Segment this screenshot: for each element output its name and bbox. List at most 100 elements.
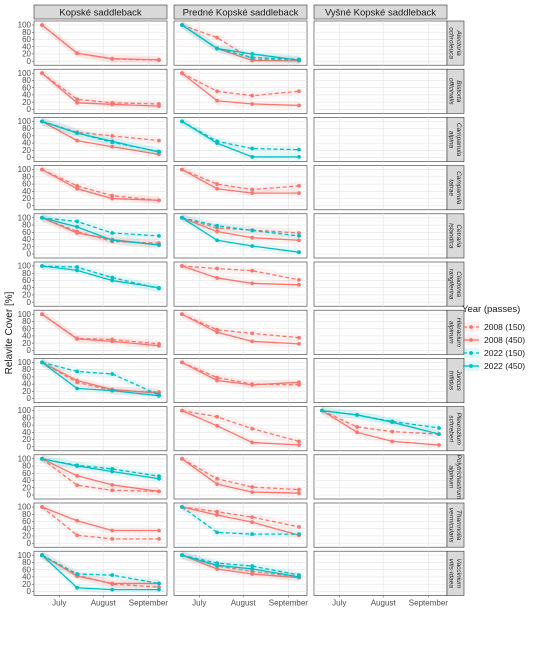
data-point <box>297 443 301 447</box>
data-point <box>250 572 255 576</box>
row-strip-label: Cladoniarangiferina <box>448 269 463 300</box>
y-tick-label: 100 <box>18 358 32 367</box>
data-point <box>215 223 220 228</box>
data-point <box>110 573 115 578</box>
data-point <box>320 408 324 413</box>
legend-key-point <box>469 338 473 342</box>
data-point <box>110 339 115 344</box>
data-point <box>250 235 255 240</box>
row-strip-label-part: officinalis <box>448 78 455 105</box>
series-2008-450 <box>40 454 161 496</box>
y-tick-label: 100 <box>18 21 32 30</box>
data-point <box>40 23 44 27</box>
series-line <box>321 410 440 446</box>
series-ribbon <box>182 213 299 245</box>
y-tick-label: 40 <box>22 139 31 148</box>
y-tick-label: 20 <box>22 291 31 300</box>
y-tick-label: 100 <box>18 262 32 271</box>
data-point <box>40 167 44 172</box>
data-point <box>40 505 44 509</box>
series-line <box>41 361 160 394</box>
y-axis-title: Relavite Cover [%] <box>4 291 15 374</box>
x-tick-label: September <box>409 598 448 607</box>
row-strip <box>446 165 465 211</box>
data-point <box>297 231 301 235</box>
data-point <box>437 432 441 437</box>
row-strip-label-part: ochroleuca <box>448 27 455 59</box>
series-ribbon <box>182 21 299 65</box>
y-tick-label: 40 <box>22 332 31 341</box>
series-ribbon <box>42 454 159 483</box>
data-point <box>215 375 220 380</box>
row-strip-label: Thamnoliavermicularis <box>448 508 463 543</box>
series-2008-450 <box>40 69 161 111</box>
row-strip-label-part: rangiferina <box>448 269 455 300</box>
data-point <box>437 443 441 447</box>
series-line <box>181 217 300 253</box>
y-tick-label: 0 <box>27 394 32 403</box>
data-point <box>215 182 220 186</box>
data-point <box>215 89 220 94</box>
data-point <box>110 56 115 61</box>
x-tick-label: July <box>52 598 66 607</box>
series-ribbon <box>182 358 299 389</box>
data-point <box>180 264 184 268</box>
column-strip-label: Predné Kopské saddleback <box>183 8 299 19</box>
data-point <box>437 426 441 430</box>
series-line <box>181 168 300 191</box>
data-point <box>40 71 44 76</box>
y-tick-label: 40 <box>22 283 31 292</box>
data-point <box>297 191 301 196</box>
row-strip-label-part: alpina <box>448 131 455 149</box>
row-strip-label-part: Thamnolia <box>455 510 462 541</box>
legend-label: 2008 (450) <box>484 335 525 345</box>
series-2022-450 <box>40 117 161 157</box>
axes: 0204060801000204060801000204060801000204… <box>18 21 449 608</box>
data-point <box>297 183 301 188</box>
data-point <box>75 336 79 341</box>
column-strip-label: Vyšné Kopské saddleback <box>325 8 436 19</box>
data-point <box>157 343 161 348</box>
series-line <box>41 72 160 107</box>
row-strip-label-part: Juncus <box>455 369 462 391</box>
series-ribbon <box>182 503 299 540</box>
series-line <box>181 217 300 234</box>
data-point <box>297 491 301 496</box>
data-point <box>157 476 161 481</box>
x-tick-label: August <box>371 598 397 607</box>
data-point <box>110 238 115 243</box>
y-tick-label: 40 <box>22 235 31 244</box>
data-point <box>250 426 255 431</box>
data-point <box>250 102 255 106</box>
series-line <box>41 506 159 532</box>
y-tick-label: 80 <box>22 365 31 374</box>
data-point <box>110 102 115 107</box>
series-line <box>181 554 300 578</box>
y-tick-label: 100 <box>18 213 32 222</box>
data-point <box>297 58 301 63</box>
series-line <box>41 169 160 202</box>
data-point <box>110 193 115 198</box>
y-tick-label: 40 <box>22 428 31 437</box>
series-line <box>181 313 300 345</box>
series-2008-450 <box>180 262 301 289</box>
y-tick-label: 40 <box>22 476 31 485</box>
series-ribbon <box>182 213 299 238</box>
series-line <box>181 217 300 237</box>
data-point <box>215 46 220 51</box>
data-point <box>250 93 255 98</box>
series-2008-450 <box>40 21 161 64</box>
row-strip-label-part: Campanula <box>455 123 462 157</box>
series-line <box>181 554 300 576</box>
data-point <box>250 191 255 196</box>
series-2022-450 <box>40 213 161 249</box>
data-point <box>75 100 79 105</box>
row-strip-label: Cetrariaislandica <box>448 223 463 249</box>
y-tick-label: 20 <box>22 98 31 107</box>
data-point <box>250 187 255 192</box>
row-strip-label-part: tatrae <box>448 179 455 196</box>
series-line <box>41 24 160 61</box>
row-strip-label: Hieraciumalpinum <box>448 318 463 348</box>
series-line <box>41 217 160 246</box>
series-line <box>41 72 160 105</box>
